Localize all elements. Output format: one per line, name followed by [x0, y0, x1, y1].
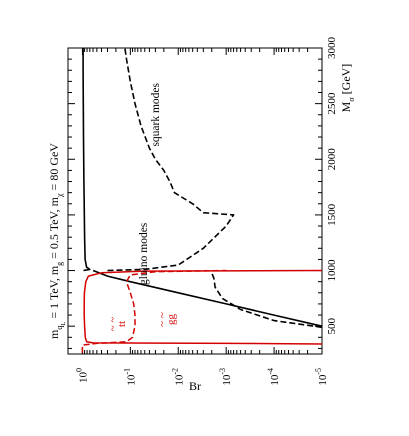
axes: 500 1000 1500 2000 2500 3000 10-5 10-4 10-3 10-2 1…	[67, 37, 338, 386]
annotation-0: gluino modes	[138, 222, 150, 285]
x-tick-label: 500	[326, 317, 338, 334]
chart-title: mqL = 1 TeV, mg = 0.5 TeV, mχ = 80 GeV	[47, 143, 67, 339]
title-m1: m	[47, 329, 61, 339]
annotation-tilde: ~ ~	[107, 317, 119, 332]
y-tick-label: 10-4	[266, 368, 281, 386]
title-t1: = 1 TeV, m	[47, 265, 61, 321]
series-line-2	[92, 269, 323, 327]
series-line-5	[81, 269, 227, 353]
series-line-0	[82, 48, 91, 272]
annotation-3: gg	[165, 314, 177, 326]
y-tick-label: 10-1	[122, 368, 137, 386]
series-line-4	[83, 269, 323, 345]
y-axis-label: Br	[189, 379, 201, 393]
title-sub1b: L	[60, 322, 67, 326]
x-tick-label: 1500	[326, 203, 338, 226]
rotated-plot: 500 1000 1500 2000 2500 3000 10-5 10-4 10-3 10-2 1…	[47, 37, 356, 394]
title-sub3: χ	[55, 193, 64, 198]
series-line-3	[210, 270, 323, 329]
y-tick-label: 10-3	[218, 368, 233, 386]
series-group	[81, 47, 323, 353]
series-line-1	[107, 47, 235, 272]
x-label-sub: σ	[347, 97, 356, 102]
title-sub1: q	[55, 326, 64, 330]
x-tick-label: 2000	[326, 148, 338, 171]
x-label-main: M	[339, 101, 353, 112]
x-tick-label: 1000	[326, 259, 338, 282]
title-sub2: g	[55, 262, 64, 266]
y-tick-label: 10-5	[314, 368, 329, 386]
x-tick-label: 2500	[326, 92, 338, 115]
plot-frame	[67, 47, 323, 355]
annotation-1: squark modes	[150, 82, 162, 146]
x-tick-label: 3000	[326, 37, 338, 60]
y-tick-label: 10-2	[170, 368, 185, 386]
x-axis-label: Mσ [GeV]	[339, 64, 356, 113]
annotation-2: tt	[116, 321, 128, 327]
title-t3: = 80 GeV	[47, 143, 61, 194]
y-tick-label: 100	[74, 368, 89, 383]
annotation-tilde: ~ ~	[156, 312, 168, 327]
x-label-unit: [GeV]	[339, 64, 353, 98]
title-t2: = 0.5 TeV, m	[47, 196, 61, 261]
